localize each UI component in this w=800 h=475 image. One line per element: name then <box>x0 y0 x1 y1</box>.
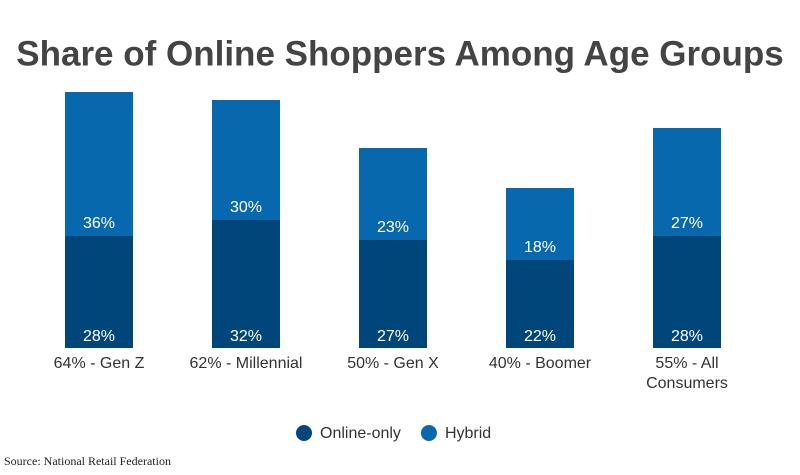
x-tick-label: 40% - Boomer <box>488 355 592 372</box>
legend-label: Online-only <box>320 425 401 442</box>
bar-segment <box>65 236 133 348</box>
x-tick-label: 50% - Gen X <box>347 355 439 372</box>
legend-marker <box>296 425 312 441</box>
bar-segment <box>506 188 574 260</box>
bar-segment <box>506 260 574 348</box>
legend-marker <box>420 425 437 441</box>
source: Source: National Retail Federation <box>4 454 171 468</box>
value-label: 27% <box>377 328 409 345</box>
value-label: 30% <box>230 199 262 216</box>
value-label: 28% <box>671 328 703 345</box>
bar-segment <box>653 128 721 236</box>
bar-segment <box>65 92 133 236</box>
bar-segment <box>653 236 721 348</box>
bar-segment <box>212 100 280 220</box>
value-label: 22% <box>524 328 556 345</box>
x-tick-label: 55% - All Consumers <box>646 355 728 392</box>
x-tick-label: 62% - Millennial <box>189 355 303 372</box>
chart-title: Share of Online Shoppers Among Age Group… <box>16 34 783 73</box>
value-label: 18% <box>524 239 556 256</box>
value-label: 23% <box>377 219 409 236</box>
value-label: 27% <box>671 215 703 232</box>
value-label: 36% <box>83 215 115 232</box>
value-label: 28% <box>83 328 115 345</box>
x-tick-label: 64% - Gen Z <box>53 355 145 372</box>
value-label: 32% <box>230 328 262 345</box>
bar-segment <box>359 148 427 240</box>
legend-label: Hybrid <box>445 425 491 442</box>
bar-segment <box>212 220 280 348</box>
bar-segment <box>359 240 427 348</box>
